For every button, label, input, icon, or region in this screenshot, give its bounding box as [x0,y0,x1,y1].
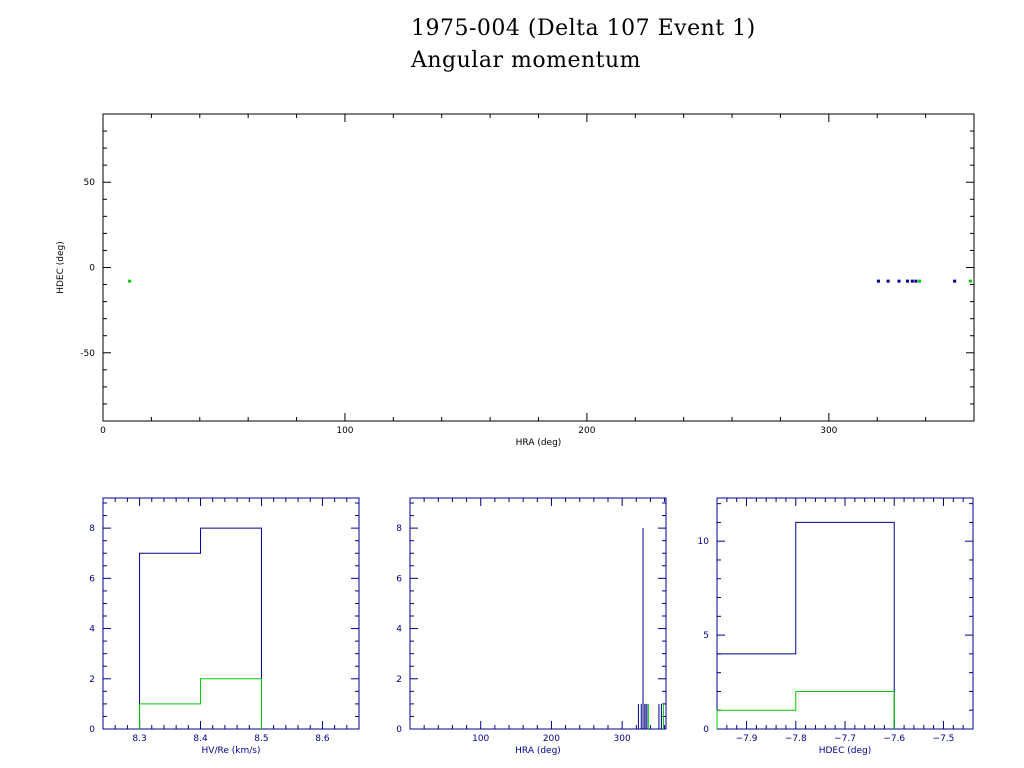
data-point [914,279,918,283]
data-point [953,279,957,283]
chart-2 [409,497,667,730]
chart-0 [102,113,975,422]
x-tick-label: 100 [336,426,353,436]
y-tick-label: 0 [89,264,95,274]
chart-1 [102,497,360,730]
plot-frame [102,113,975,422]
chart-3 [716,497,974,730]
y-tick-label: 50 [84,178,96,188]
x-tick-label: 300 [614,734,631,744]
y-tick-label: 5 [703,631,709,641]
y-tick-label: 4 [89,625,95,635]
data-point [876,279,880,283]
x-axis-label: HRA (deg) [515,746,561,756]
y-tick-label: 0 [89,725,95,735]
x-tick-label: 8.3 [132,734,146,744]
histogram-step-green [139,678,262,729]
y-tick-label: -50 [80,349,95,359]
y-tick-label: 6 [396,574,402,584]
x-tick-label: −7.5 [933,734,955,744]
plot-frame [409,497,667,730]
y-tick-label: 8 [396,524,402,534]
y-tick-label: 2 [396,675,402,685]
data-point [910,279,914,283]
histogram-step-blue [139,527,262,729]
y-tick-label: 6 [89,574,95,584]
x-tick-label: 100 [472,734,489,744]
x-tick-label: 200 [543,734,560,744]
data-point [128,279,132,283]
plot-frame [716,497,974,730]
x-tick-label: −7.7 [834,734,856,744]
chart-title: 1975-004 (Delta 107 Event 1) [411,16,756,41]
x-axis-label: HV/Re (km/s) [202,746,261,756]
x-tick-label: −7.6 [883,734,905,744]
data-point [897,279,901,283]
x-tick-label: −7.9 [736,734,758,744]
y-axis-label: HDEC (deg) [56,241,66,294]
x-tick-label: 300 [820,426,837,436]
data-point [918,279,922,283]
x-tick-label: −7.8 [785,734,807,744]
chart-subtitle: Angular momentum [411,48,641,73]
data-point [886,279,890,283]
x-axis-label: HRA (deg) [516,438,562,448]
x-tick-label: 200 [578,426,595,436]
plot-frame [102,497,360,730]
data-point [968,279,972,283]
x-tick-label: 8.6 [315,734,330,744]
y-tick-label: 2 [89,675,95,685]
x-tick-label: 0 [100,426,106,436]
x-tick-label: 8.5 [254,734,268,744]
y-tick-label: 4 [396,625,402,635]
data-point [905,279,909,283]
x-axis-label: HDEC (deg) [819,746,872,756]
histogram-step-blue [716,521,895,729]
y-tick-label: 0 [396,725,402,735]
y-tick-label: 10 [698,537,710,547]
x-tick-label: 8.4 [193,734,208,744]
histogram-step-green [716,690,895,729]
y-tick-label: 0 [703,725,709,735]
y-tick-label: 8 [89,524,95,534]
